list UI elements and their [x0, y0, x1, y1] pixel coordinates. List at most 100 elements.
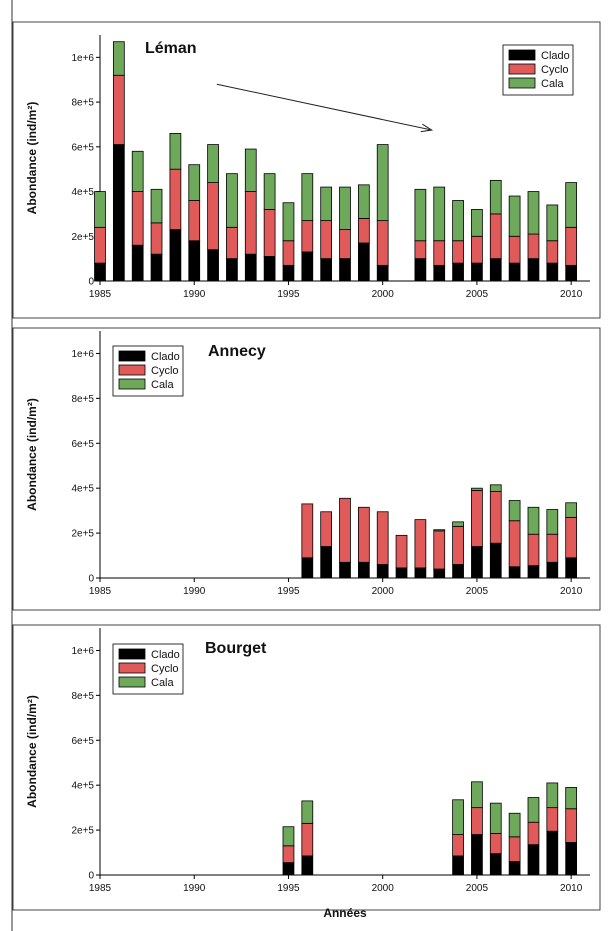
- bar-cala-1991: [207, 144, 219, 184]
- x-tick-label: 2010: [560, 289, 583, 300]
- bar-clado-2002: [414, 567, 427, 579]
- bar-cala-2010: [565, 182, 578, 228]
- bar-cyclo-1996: [301, 220, 314, 253]
- bar-cala-1995: [282, 826, 295, 847]
- bar-cala-2009: [546, 509, 559, 535]
- trend-arrow-line: [216, 83, 432, 131]
- trend-arrow: [216, 83, 434, 133]
- y-tick-label: 4e+5: [71, 781, 94, 792]
- x-tick-label: 1985: [89, 883, 112, 894]
- bar-cyclo-1987: [131, 191, 144, 246]
- y-tick-label: 2e+5: [71, 529, 94, 540]
- bar-cala-1995: [282, 202, 295, 242]
- bar-cyclo-2003: [433, 240, 446, 266]
- legend-swatch-cyclo: [118, 364, 146, 376]
- bar-cyclo-2010: [565, 226, 578, 266]
- bar-cyclo-2005: [471, 235, 483, 264]
- bar-cala-1987: [131, 150, 144, 192]
- bar-clado-2007: [508, 861, 521, 876]
- bar-cala-2004: [452, 799, 464, 835]
- bar-cala-1990: [188, 164, 201, 201]
- bar-cyclo-2005: [471, 807, 483, 835]
- bar-clado-2007: [508, 566, 521, 579]
- bar-cyclo-1998: [339, 497, 351, 563]
- y-axis-label: Abondance (ind/m²): [25, 695, 39, 808]
- bar-cyclo-1996: [301, 503, 314, 559]
- bar-clado-2008: [527, 844, 540, 876]
- x-tick-label: 1985: [89, 289, 112, 300]
- bar-cyclo-2000: [376, 511, 389, 565]
- y-tick-label: 1e+6: [71, 349, 94, 360]
- bar-clado-1999: [357, 561, 370, 579]
- bar-cala-2006: [489, 484, 502, 492]
- trend-arrow-head: [420, 123, 434, 133]
- y-tick-label: 8e+5: [71, 394, 94, 405]
- bar-cala-1996: [301, 800, 314, 824]
- bar-cala-2006: [489, 179, 502, 215]
- bar-cyclo-1991: [207, 182, 219, 251]
- legend-label-cala: Cala: [151, 677, 175, 689]
- y-tick-label: 6e+5: [71, 736, 94, 747]
- legend: Clado Cyclo Cala: [112, 345, 184, 397]
- bar-clado-2004: [452, 564, 464, 579]
- x-tick-label: 2000: [372, 289, 395, 300]
- bar-cyclo-2009: [546, 240, 559, 264]
- legend-label-clado: Clado: [151, 649, 180, 661]
- y-tick-label: 2e+5: [71, 826, 94, 837]
- bar-cyclo-1986: [112, 74, 125, 145]
- y-tick-label: 2e+5: [71, 232, 94, 243]
- panel-title: Léman: [145, 40, 197, 57]
- bar-clado-1996: [301, 557, 314, 579]
- bar-cala-2006: [489, 802, 502, 834]
- bar-cala-1988: [150, 188, 163, 224]
- bar-cyclo-1995: [282, 240, 295, 266]
- bar-cala-1997: [320, 186, 333, 222]
- bar-cyclo-1995: [282, 845, 295, 864]
- bar-cala-2002: [414, 188, 427, 242]
- bar-cala-1996: [301, 173, 314, 222]
- bar-cala-2010: [565, 787, 578, 810]
- bar-cala-2005: [471, 209, 483, 237]
- bar-cyclo-2001: [395, 534, 408, 569]
- y-tick-label: 8e+5: [71, 691, 94, 702]
- bar-cala-2007: [508, 812, 521, 838]
- bar-cala-1998: [339, 186, 351, 230]
- legend-label-cyclo: Cyclo: [151, 663, 179, 675]
- bar-cyclo-2008: [527, 821, 540, 846]
- x-tick-label: 2010: [560, 586, 583, 597]
- bar-cyclo-1990: [188, 200, 201, 242]
- bar-clado-1994: [263, 255, 276, 282]
- bar-cyclo-2009: [546, 807, 559, 832]
- bar-cyclo-2000: [376, 220, 389, 266]
- x-tick-label: 2000: [372, 586, 395, 597]
- bar-clado-1996: [301, 855, 314, 876]
- bar-cyclo-2002: [414, 519, 427, 569]
- bar-clado-2009: [546, 262, 559, 282]
- legend: Clado Cyclo Cala: [502, 44, 574, 96]
- bar-clado-1998: [339, 258, 351, 282]
- bar-cyclo-2007: [508, 235, 521, 264]
- bar-clado-1991: [207, 249, 219, 282]
- bar-clado-2006: [489, 853, 502, 876]
- bar-clado-2007: [508, 262, 521, 282]
- bar-cala-2008: [527, 797, 540, 823]
- y-tick-label: 4e+5: [71, 484, 94, 495]
- bar-clado-2005: [471, 546, 483, 579]
- y-tick-label: 0: [88, 574, 94, 585]
- x-tick-label: 1995: [277, 586, 300, 597]
- bar-cyclo-2003: [433, 530, 446, 570]
- panel-frame: [12, 624, 601, 911]
- bar-cyclo-1989: [169, 168, 182, 230]
- bar-cala-1994: [263, 173, 276, 210]
- bar-clado-2003: [433, 264, 446, 282]
- bar-clado-1998: [339, 561, 351, 579]
- x-tick-label: 2005: [466, 586, 489, 597]
- bar-clado-2001: [395, 567, 408, 579]
- bar-clado-1987: [131, 244, 144, 282]
- y-tick-label: 8e+5: [71, 98, 94, 109]
- legend-label-cyclo: Cyclo: [541, 64, 569, 76]
- x-tick-label: 1990: [183, 883, 206, 894]
- bar-cyclo-2007: [508, 836, 521, 862]
- bar-cyclo-1988: [150, 222, 163, 255]
- bar-clado-1992: [226, 258, 238, 282]
